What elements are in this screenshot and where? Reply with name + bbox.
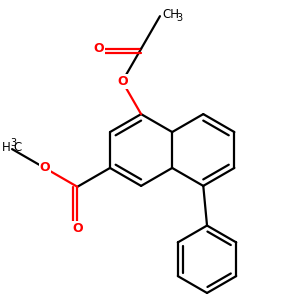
Text: O: O — [117, 75, 128, 88]
Text: 3: 3 — [11, 137, 16, 148]
Text: O: O — [72, 222, 83, 235]
Text: CH: CH — [162, 8, 179, 21]
Text: 3: 3 — [177, 13, 183, 23]
Text: C: C — [14, 141, 22, 154]
Text: O: O — [94, 42, 104, 55]
Text: H: H — [2, 141, 11, 154]
Text: O: O — [39, 161, 50, 174]
